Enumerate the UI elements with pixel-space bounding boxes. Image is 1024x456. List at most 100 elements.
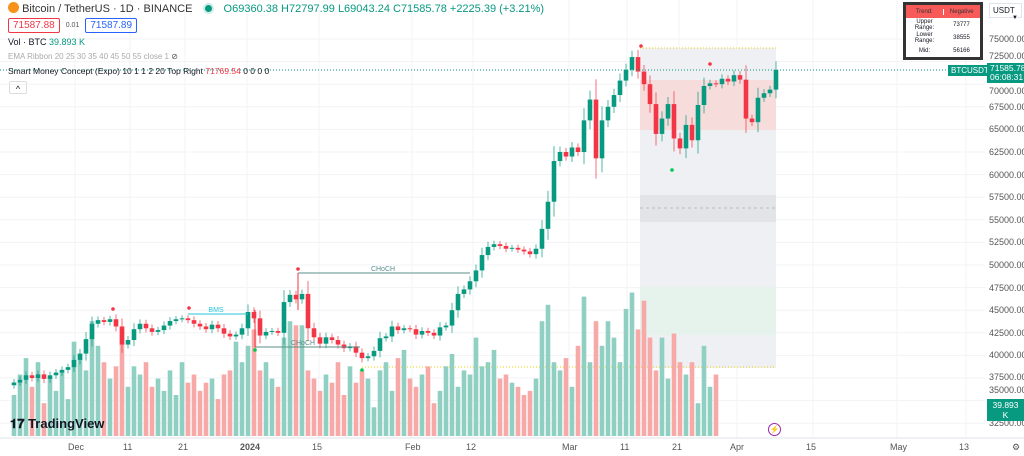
volume-bar	[107, 378, 113, 436]
sell-button[interactable]: 71587.88	[8, 18, 60, 33]
price-tick: 47500.00	[989, 282, 1024, 293]
upper-range-label: Upper Range:	[914, 18, 935, 31]
candle-body	[101, 320, 107, 322]
collapse-legend-button[interactable]: ^	[9, 81, 27, 94]
time-tick: 21	[178, 442, 189, 452]
candle-body	[89, 323, 95, 340]
candle-body	[203, 326, 209, 330]
candle-body	[395, 326, 401, 331]
logo-text: TradingView	[28, 416, 105, 431]
volume-bar	[305, 370, 311, 436]
candle-body	[485, 246, 491, 256]
candle-body	[35, 374, 41, 378]
trend-value: Negative	[942, 8, 981, 15]
range-table: Trend: Negative Upper Range: 73777 Lower R…	[903, 2, 983, 60]
candle-body	[305, 293, 311, 329]
candle-body	[539, 228, 545, 249]
mid-label: Mid:	[918, 47, 931, 54]
candle-body	[671, 104, 677, 139]
candle-body	[737, 75, 743, 80]
volume-bar	[713, 374, 719, 436]
choch-label: CHoCH	[371, 266, 395, 273]
candle-body	[593, 99, 599, 159]
volume-bar	[161, 390, 167, 436]
last-price: 71585.78	[990, 63, 1024, 73]
volume-bar	[395, 358, 401, 436]
candle-body	[149, 328, 155, 332]
volume-bar	[335, 362, 341, 436]
price-tick: 40000.00	[989, 350, 1024, 361]
smc-legend[interactable]: Smart Money Concept (Expo) 10 1 1 2 20 T…	[8, 66, 269, 76]
candle-body	[431, 332, 437, 336]
volume-bar	[593, 321, 599, 436]
candle-body	[497, 244, 503, 247]
settings-icon[interactable]: ⚙	[1012, 442, 1021, 452]
price-tick: 67500.00	[989, 101, 1024, 112]
candle-body	[533, 248, 539, 255]
volume-bar	[557, 370, 563, 436]
tradingview-logo[interactable]: 𝟏𝟕 TradingView	[10, 416, 104, 432]
volume-bar	[29, 386, 35, 436]
candle-body	[623, 69, 629, 81]
symbol-title[interactable]: Bitcoin / TetherUS · 1D · BINANCE	[22, 3, 193, 15]
ema-label: EMA Ribbon 20 25 30 35 40 45 50 55 close…	[8, 52, 170, 61]
volume-bar	[539, 321, 545, 436]
candle-body	[425, 330, 431, 333]
time-tick: May	[890, 442, 908, 452]
price-tick: 32500.00	[989, 418, 1024, 429]
volume-bar	[71, 341, 77, 436]
candle-body	[551, 161, 557, 202]
volume-bar	[431, 403, 437, 436]
candle-body	[293, 294, 299, 300]
volume-bar	[695, 403, 701, 436]
volume-bar	[545, 304, 551, 436]
candle-body	[695, 104, 701, 141]
hidden-eye-icon[interactable]: ⊘	[171, 52, 178, 61]
volume-bar	[425, 366, 431, 436]
ema-legend[interactable]: EMA Ribbon 20 25 30 35 40 45 50 55 close…	[8, 52, 178, 61]
candle-body	[287, 294, 293, 303]
volume-bar	[563, 358, 569, 436]
volume-bar	[485, 362, 491, 436]
candle-body	[221, 328, 227, 334]
candle-body	[323, 337, 329, 344]
volume-legend[interactable]: Vol · BTC 39.893 K	[8, 37, 85, 47]
price-tick: 70000.00	[989, 86, 1024, 96]
price-tick: 42500.00	[989, 327, 1024, 338]
volume-bar	[293, 325, 299, 436]
volume-bar	[311, 378, 317, 436]
candle-body	[239, 328, 245, 335]
price-tick: 57500.00	[989, 192, 1024, 203]
volume-bar	[401, 349, 407, 436]
candle-body	[677, 138, 683, 149]
lightning-icon[interactable]: ⚡	[768, 423, 781, 436]
candle-body	[713, 83, 719, 85]
volume-bar	[671, 333, 677, 436]
buy-button[interactable]: 71587.89	[85, 18, 138, 33]
volume-bar	[263, 362, 269, 436]
volume-bar	[209, 378, 215, 436]
volume-bar	[635, 329, 641, 436]
candle-body	[371, 350, 377, 357]
price-tick: 50000.00	[989, 260, 1024, 270]
candle-body	[449, 310, 455, 326]
volume-bar	[521, 395, 527, 436]
candle-body	[389, 326, 395, 337]
volume-bar	[179, 362, 185, 436]
volume-bar	[389, 390, 395, 436]
candle-body	[683, 124, 689, 149]
candle-body	[191, 320, 197, 324]
candle-body	[53, 372, 59, 376]
volume-bar	[365, 378, 371, 436]
candle-body	[719, 78, 725, 85]
volume-bar	[461, 370, 467, 436]
volume-bar	[611, 337, 617, 436]
swing-low-dot	[670, 168, 674, 172]
price-tick: 65000.00	[989, 124, 1024, 135]
currency-select[interactable]: USDT ▼	[989, 3, 1022, 21]
volume-bar	[221, 374, 227, 436]
candle-body	[461, 289, 467, 294]
volume-tag: 39.893 K	[987, 399, 1024, 421]
volume-bar	[113, 366, 119, 436]
